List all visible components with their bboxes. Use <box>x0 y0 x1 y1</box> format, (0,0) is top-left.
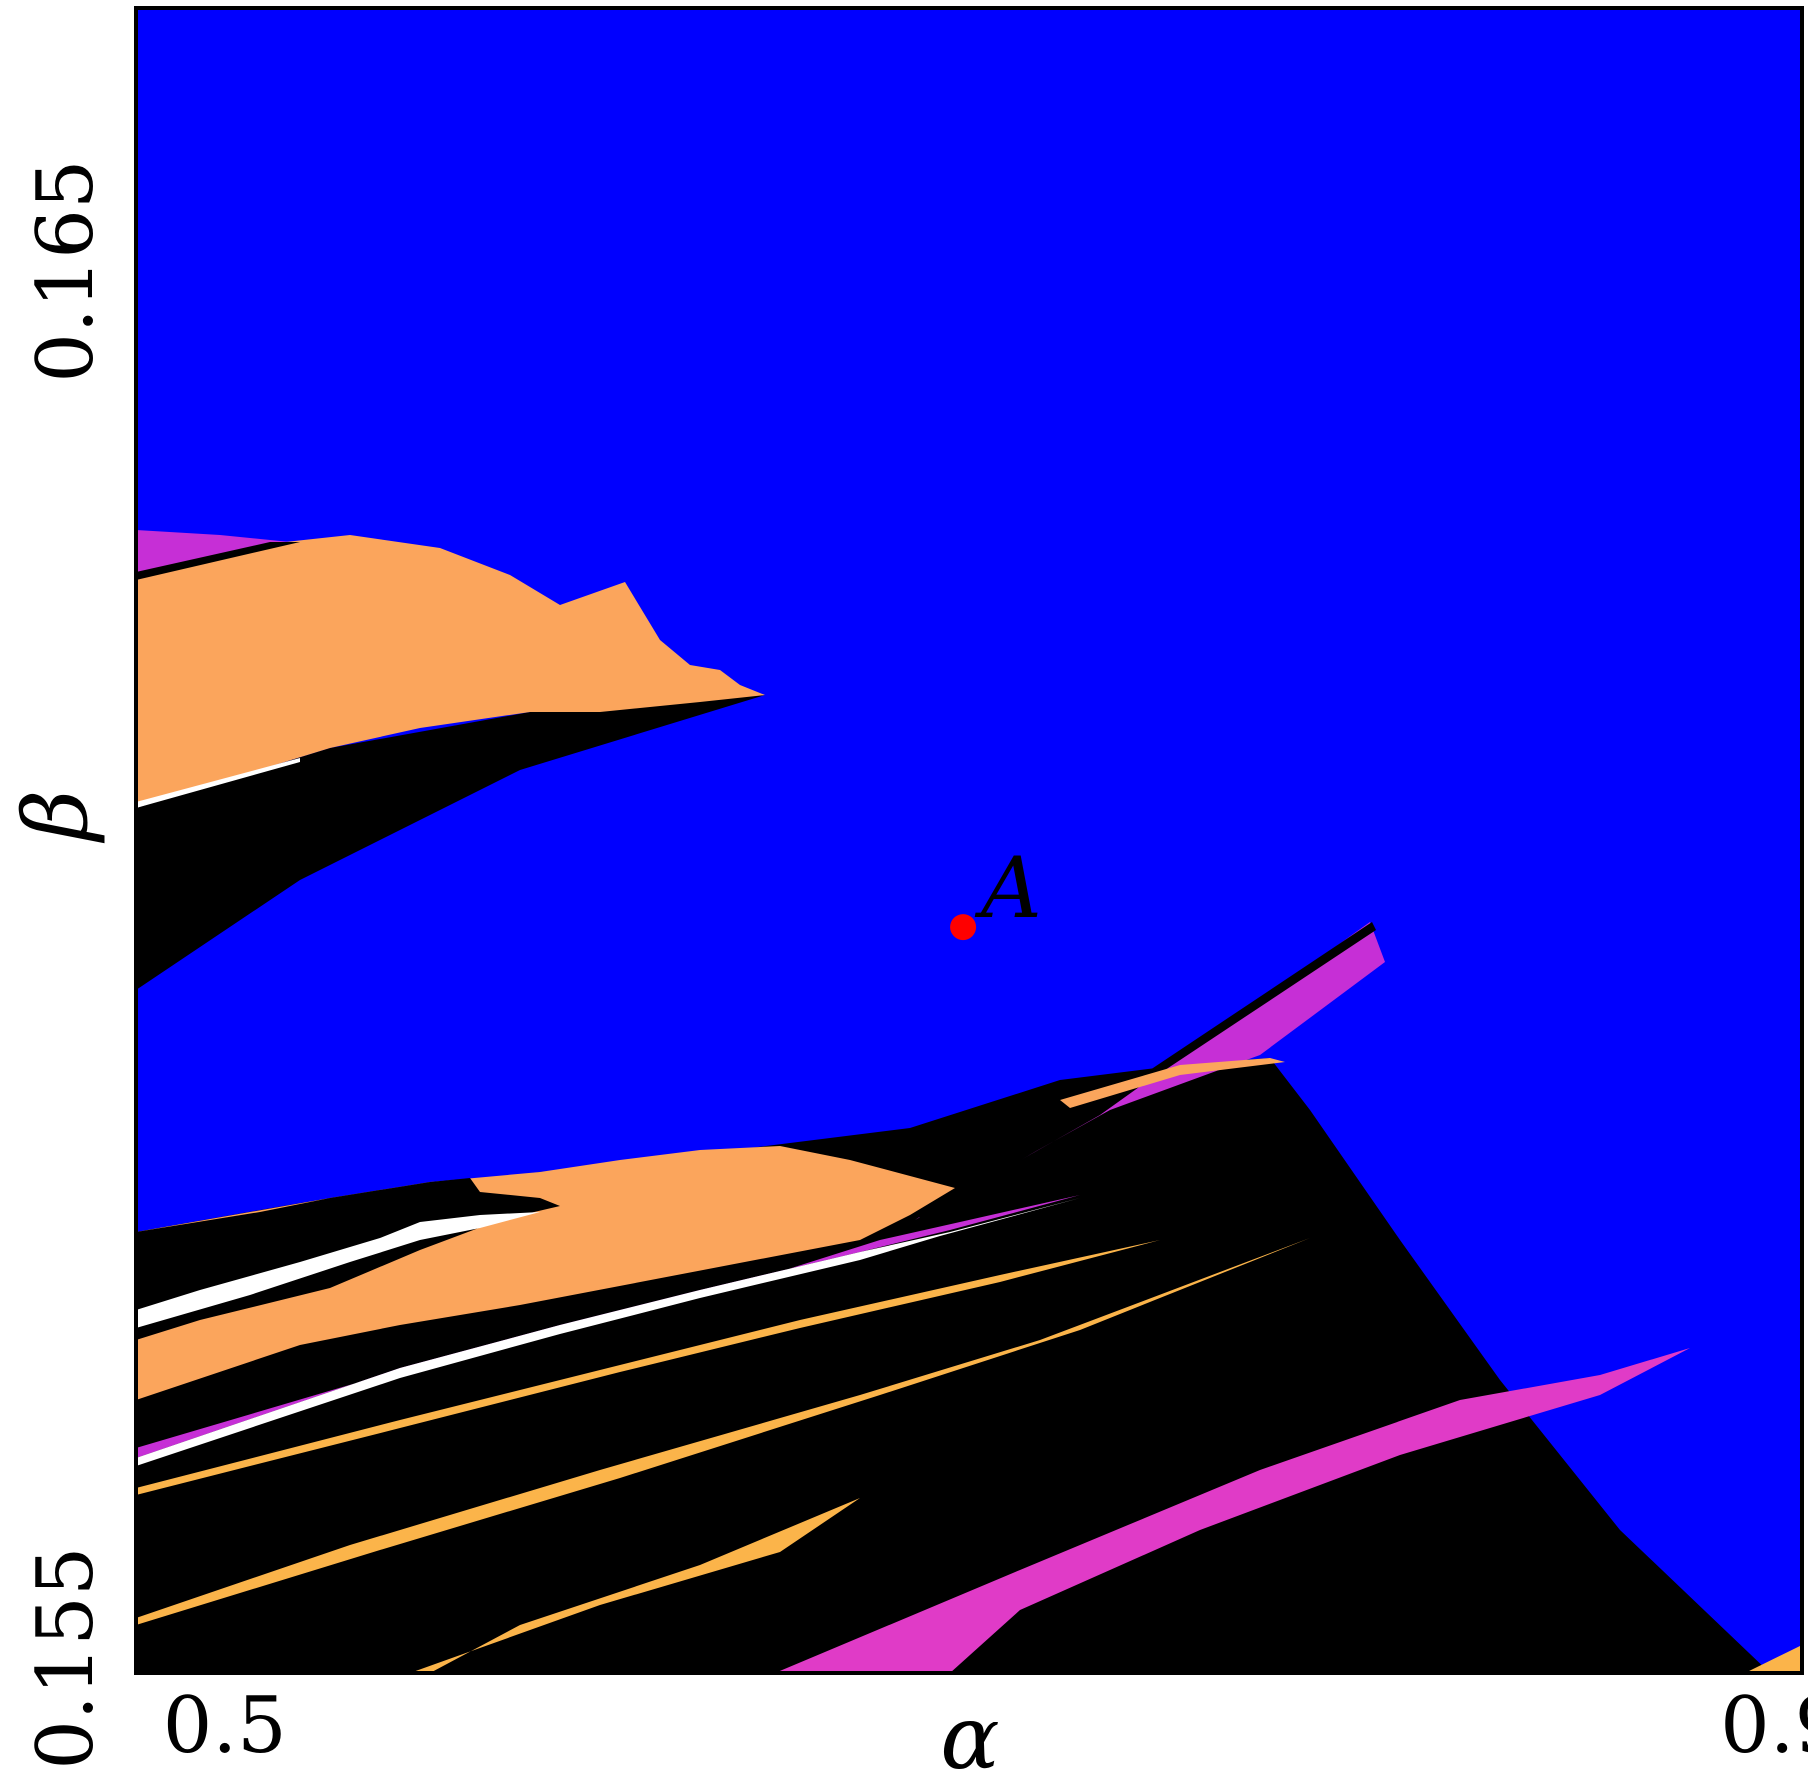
marker-point <box>950 914 977 941</box>
white-line-upper <box>136 758 300 808</box>
yellow-stripe-3 <box>136 1240 1160 1495</box>
marker-label: A <box>974 839 1042 937</box>
orange-region-upper <box>136 535 765 808</box>
x-tick-label: 0.9 <box>1720 1681 1808 1771</box>
x-axis-label: α <box>940 1686 999 1775</box>
yellow-stripe-2 <box>410 1498 860 1673</box>
x-tick-label: 0.5 <box>163 1681 287 1771</box>
yellow-stripe-1 <box>136 1238 1310 1625</box>
yellow-corner <box>1745 1645 1802 1673</box>
black-region-upper <box>136 695 765 990</box>
y-axis-label: β <box>4 790 107 844</box>
black-line-upper <box>136 542 300 580</box>
orange-stripe-right <box>1060 1058 1285 1108</box>
pink-stripe-bottom <box>775 1348 1690 1673</box>
plot-area <box>136 8 1802 1673</box>
y-tick-label: 0.155 <box>21 1546 111 1769</box>
y-tick-label: 0.165 <box>21 159 111 382</box>
plot-frame <box>134 6 1804 1675</box>
black-line-right <box>915 922 1376 1220</box>
